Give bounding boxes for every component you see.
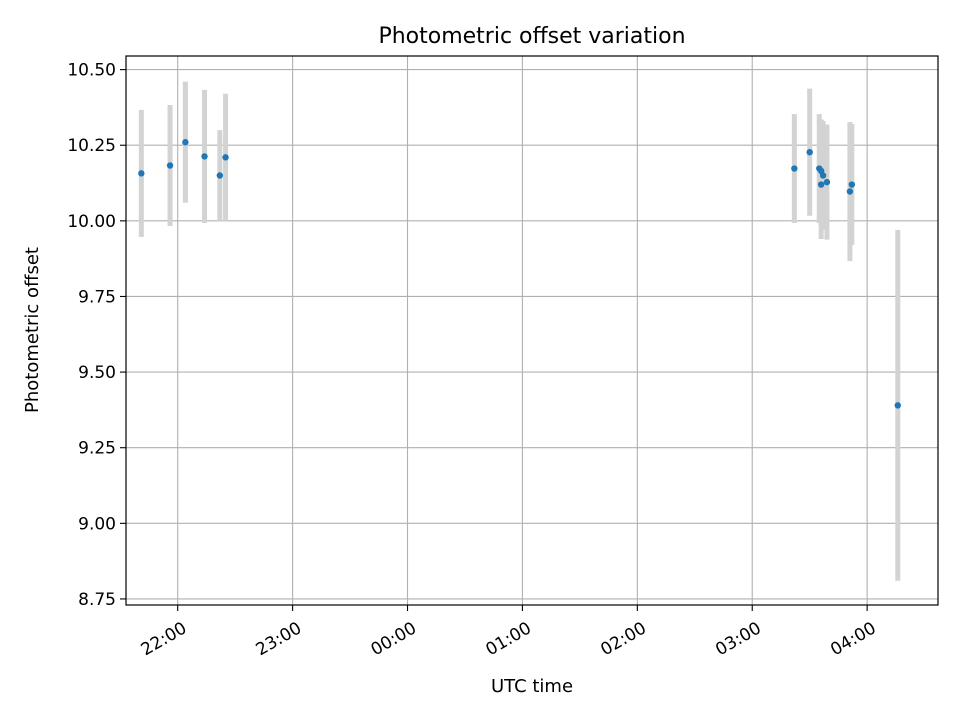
data-point <box>894 402 901 409</box>
data-point <box>791 165 798 172</box>
grid <box>126 56 938 605</box>
y-tick-label: 10.25 <box>67 136 116 156</box>
data-point <box>823 178 831 186</box>
data-point <box>166 162 174 169</box>
data-point <box>182 139 189 146</box>
y-axis-label: Photometric offset <box>22 247 43 413</box>
plot-area-frame <box>125 55 939 606</box>
data-point <box>817 181 825 188</box>
y-tick-label: 10.00 <box>67 212 116 232</box>
y-tick-label: 9.75 <box>78 287 116 307</box>
y-tick-label: 9.25 <box>78 439 116 459</box>
data-points <box>138 139 901 409</box>
data-point <box>138 170 145 177</box>
y-axis-ticks: 8.75 9.00 9.25 9.50 9.75 10.00 10.25 10.50 <box>67 61 126 610</box>
data-point <box>819 172 827 179</box>
data-point <box>222 154 229 161</box>
y-tick-label: 8.75 <box>78 590 116 610</box>
data-point <box>848 181 856 188</box>
data-point <box>846 188 854 195</box>
data-point <box>806 148 813 156</box>
y-tick-label: 9.00 <box>78 514 116 534</box>
chart-title: Photometric offset variation <box>378 24 685 49</box>
data-point <box>216 172 224 179</box>
x-axis-label: UTC time <box>491 676 573 697</box>
y-tick-label: 9.50 <box>78 363 116 383</box>
data-point <box>201 153 208 160</box>
y-tick-label: 10.50 <box>67 61 116 81</box>
